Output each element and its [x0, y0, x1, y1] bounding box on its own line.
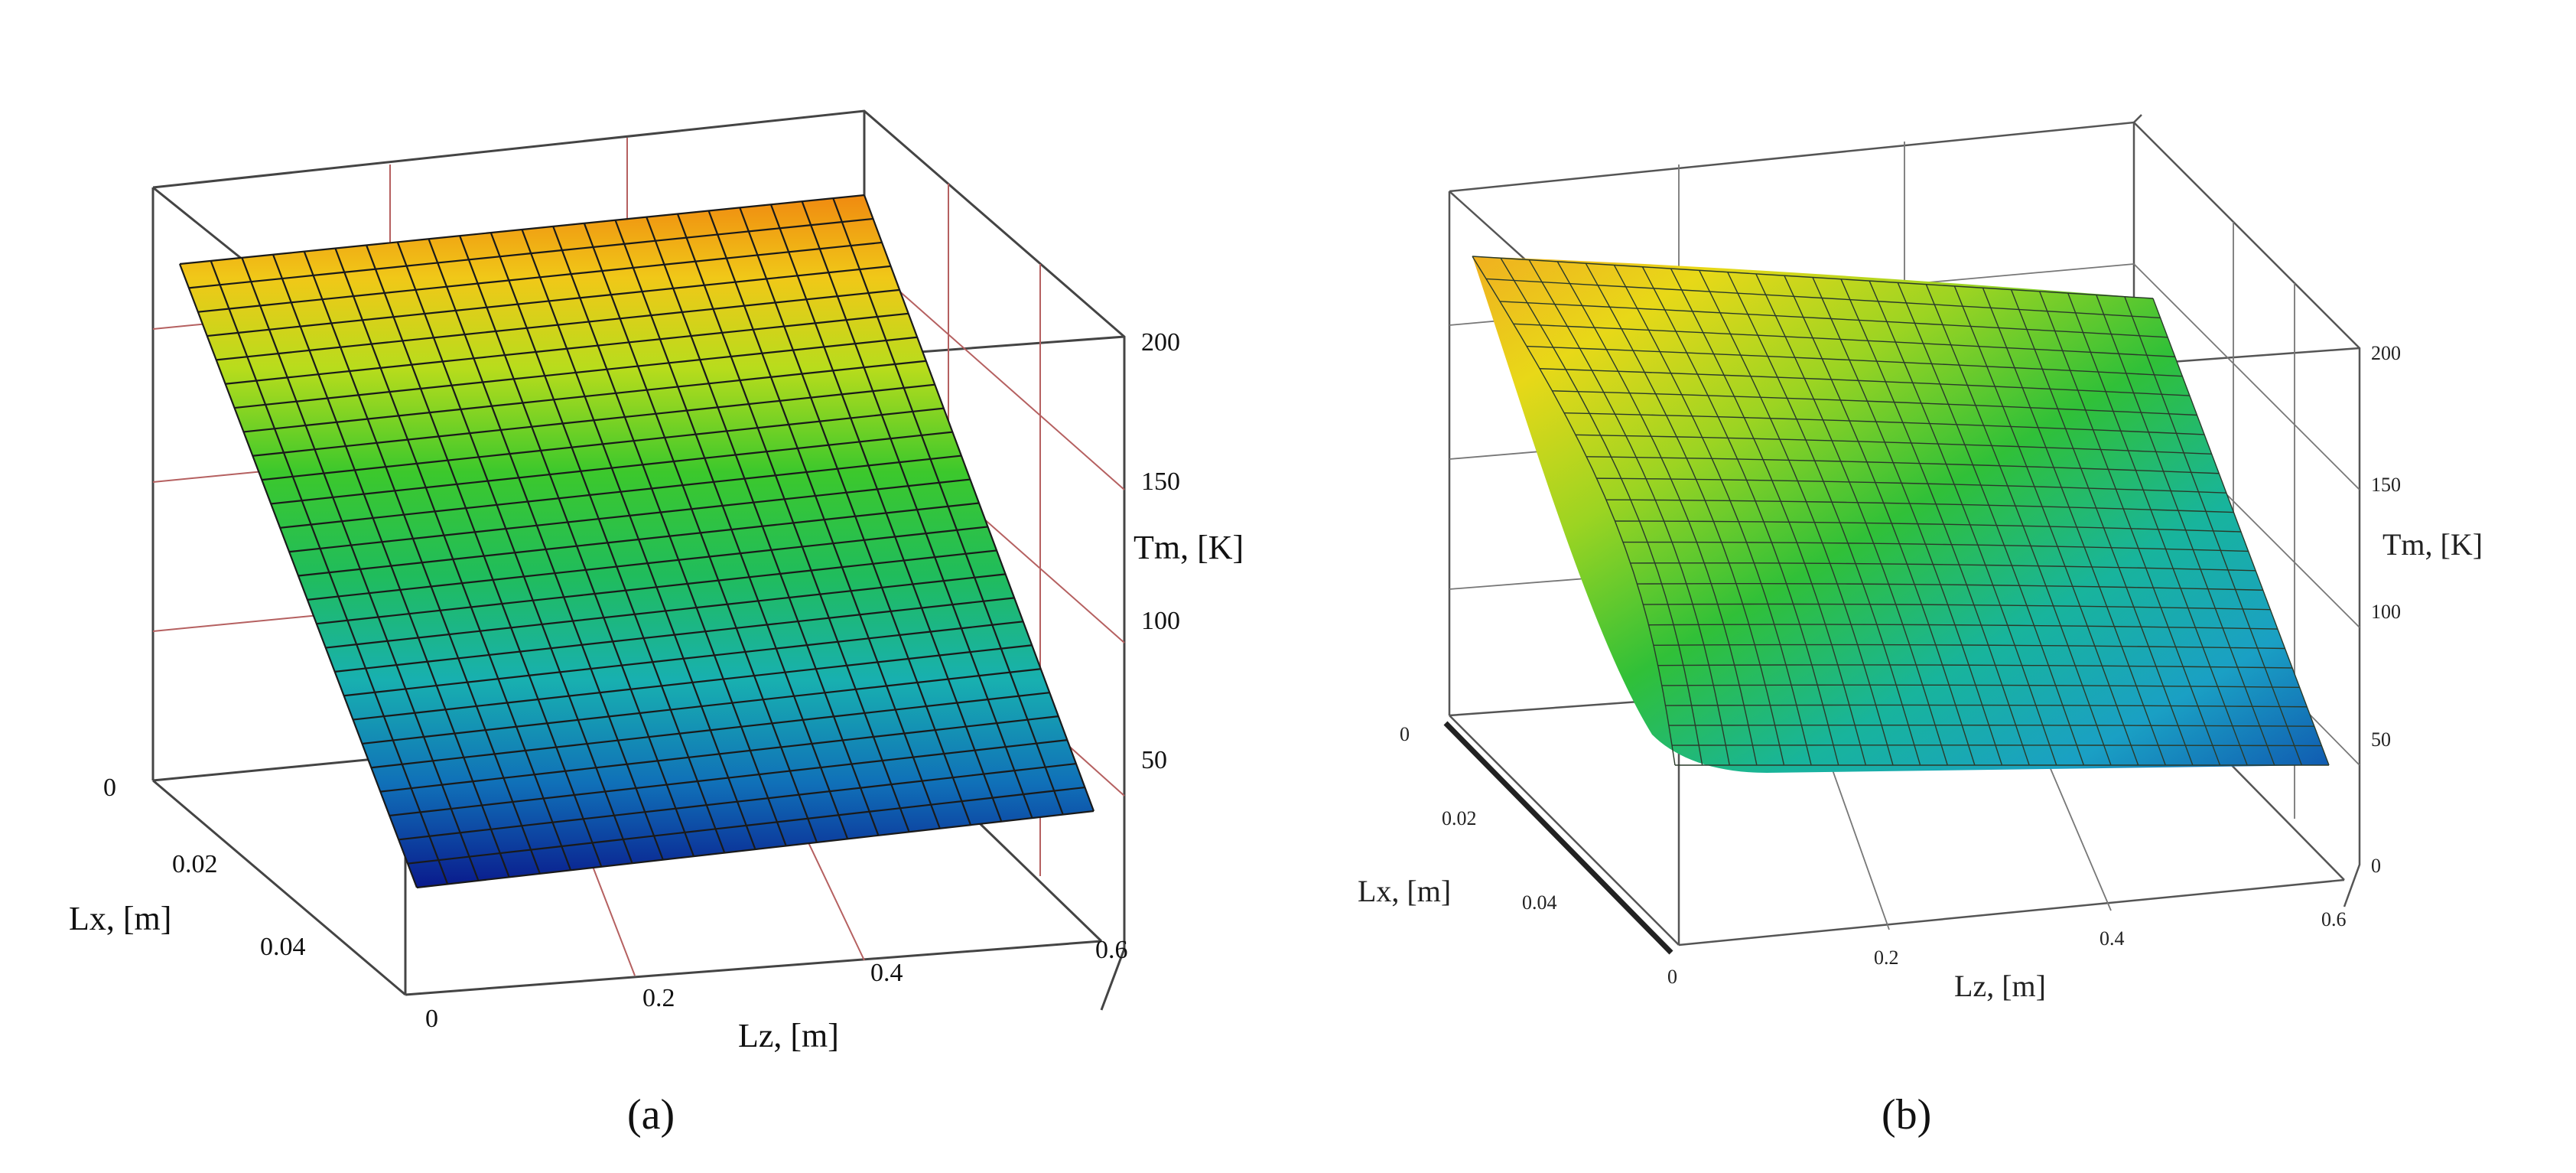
mesh-line [353, 644, 1033, 721]
z-tick-b-100: 100 [2371, 601, 2401, 623]
mesh-line [1637, 583, 2263, 591]
y-axis-a: 0 0.02 0.04 Lx, [m] [69, 774, 306, 961]
z-tick-b-150: 150 [2371, 474, 2401, 496]
z-label-b: Tm, [K] [2382, 527, 2483, 562]
mesh-line [325, 573, 1006, 649]
panel-a: 200 150 100 50 Tm, [K] 0 0.02 0.04 Lx, [… [69, 109, 1244, 1054]
z-tick-b-200: 200 [2371, 342, 2401, 364]
y-tick-b-002: 0.02 [1442, 807, 1477, 829]
z-tick-b-50: 50 [2371, 728, 2391, 751]
mesh-line [1643, 603, 2271, 611]
mesh-line [1540, 368, 2190, 396]
mesh-line [1672, 745, 2322, 747]
mesh-line [1513, 323, 2175, 357]
mesh-line [179, 194, 865, 266]
mesh-line [216, 288, 900, 361]
mesh-line [1665, 704, 2308, 708]
z-axis-b: 200 150 100 50 0 Tm, [K] [2371, 342, 2483, 877]
mesh-line [362, 668, 1041, 745]
mesh-line [225, 312, 909, 385]
mesh-line [234, 336, 918, 409]
mesh-line [407, 786, 1085, 865]
y-tick-a-004: 0.04 [260, 933, 306, 961]
surface-mesh-a [178, 194, 1095, 889]
mesh-line [343, 621, 1023, 697]
z-axis-a: 200 150 100 50 Tm, [K] [1134, 328, 1244, 774]
mesh-line [280, 455, 962, 529]
x-tick-b-04: 0.4 [2100, 927, 2125, 950]
mesh-line [1576, 434, 2212, 455]
z-tick-a-50: 50 [1141, 746, 1167, 774]
x-tick-b-0: 0 [1667, 966, 1677, 988]
panel-b: 200 150 100 50 0 Tm, [K] 0 0.02 0.04 Lx,… [1358, 114, 2483, 1003]
z-tick-a-100: 100 [1141, 607, 1180, 635]
x-tick-b-02: 0.2 [1874, 947, 1899, 969]
mesh-line [334, 597, 1015, 673]
y-axis-b: 0 0.02 0.04 Lx, [m] [1358, 723, 1557, 914]
mesh-line [1586, 456, 2220, 474]
x-tick-a-06: 0.6 [1095, 936, 1128, 964]
mesh-line [288, 478, 971, 553]
mesh-line [1657, 664, 2293, 669]
z-tick-b-0: 0 [2371, 855, 2381, 877]
x-axis-a: 0 0.2 0.4 0.6 Lz, [m] [425, 936, 1128, 1054]
mesh-line [1653, 644, 2285, 650]
surface-b [1472, 256, 2329, 773]
mesh-line [252, 383, 935, 457]
mesh-line [1472, 256, 2154, 299]
mesh-line [398, 762, 1077, 841]
panel-label-b: (b) [1882, 1091, 1932, 1139]
x-label-a: Lz, [m] [738, 1017, 839, 1054]
mesh-line [1486, 278, 2161, 319]
mesh-line [1661, 684, 2300, 689]
x-tick-a-02: 0.2 [642, 984, 675, 1012]
mesh-line [1596, 477, 2226, 494]
mesh-line [1552, 390, 2197, 416]
mesh-line [1623, 541, 2249, 552]
mesh-line [271, 431, 953, 505]
mesh-line [262, 407, 944, 481]
mesh-line [1615, 520, 2242, 533]
x-tick-b-06: 0.6 [2321, 908, 2347, 930]
mesh-line [243, 360, 926, 433]
y-label-a: Lx, [m] [69, 900, 171, 937]
z-label-a: Tm, [K] [1134, 529, 1244, 566]
mesh-line [1527, 345, 2183, 377]
x-tick-a-04: 0.4 [870, 959, 903, 987]
mesh-line [371, 692, 1050, 769]
mesh-line [380, 715, 1059, 793]
z-tick-a-200: 200 [1141, 328, 1180, 357]
y-tick-b-004: 0.04 [1522, 891, 1557, 914]
mesh-line [389, 739, 1068, 817]
x-axis-b: 0 0.2 0.4 0.6 Lz, [m] [1667, 908, 2347, 1003]
mesh-line [307, 526, 988, 601]
mesh-line [1500, 301, 2168, 338]
z-tick-a-150: 150 [1141, 468, 1180, 496]
mesh-line [1668, 724, 2314, 727]
y-tick-a-0: 0 [103, 774, 116, 802]
x-label-b: Lz, [m] [1954, 969, 2046, 1003]
mesh-line [416, 810, 1094, 889]
mesh-line [188, 217, 873, 289]
surface-mesh-b [1472, 256, 2330, 766]
mesh-line [1605, 499, 2234, 513]
y-tick-b-0: 0 [1400, 723, 1410, 745]
y-label-b: Lx, [m] [1358, 874, 1451, 908]
mesh-line [197, 241, 883, 313]
mesh-line [316, 549, 997, 625]
panel-label-a: (a) [627, 1091, 675, 1139]
x-tick-a-0: 0 [425, 1005, 438, 1033]
mesh-line [298, 502, 980, 577]
y-tick-a-002: 0.02 [172, 850, 218, 878]
mesh-line [207, 265, 891, 337]
mesh-line [1564, 412, 2205, 435]
mesh-line [1648, 624, 2278, 630]
mesh-line [1630, 562, 2256, 572]
